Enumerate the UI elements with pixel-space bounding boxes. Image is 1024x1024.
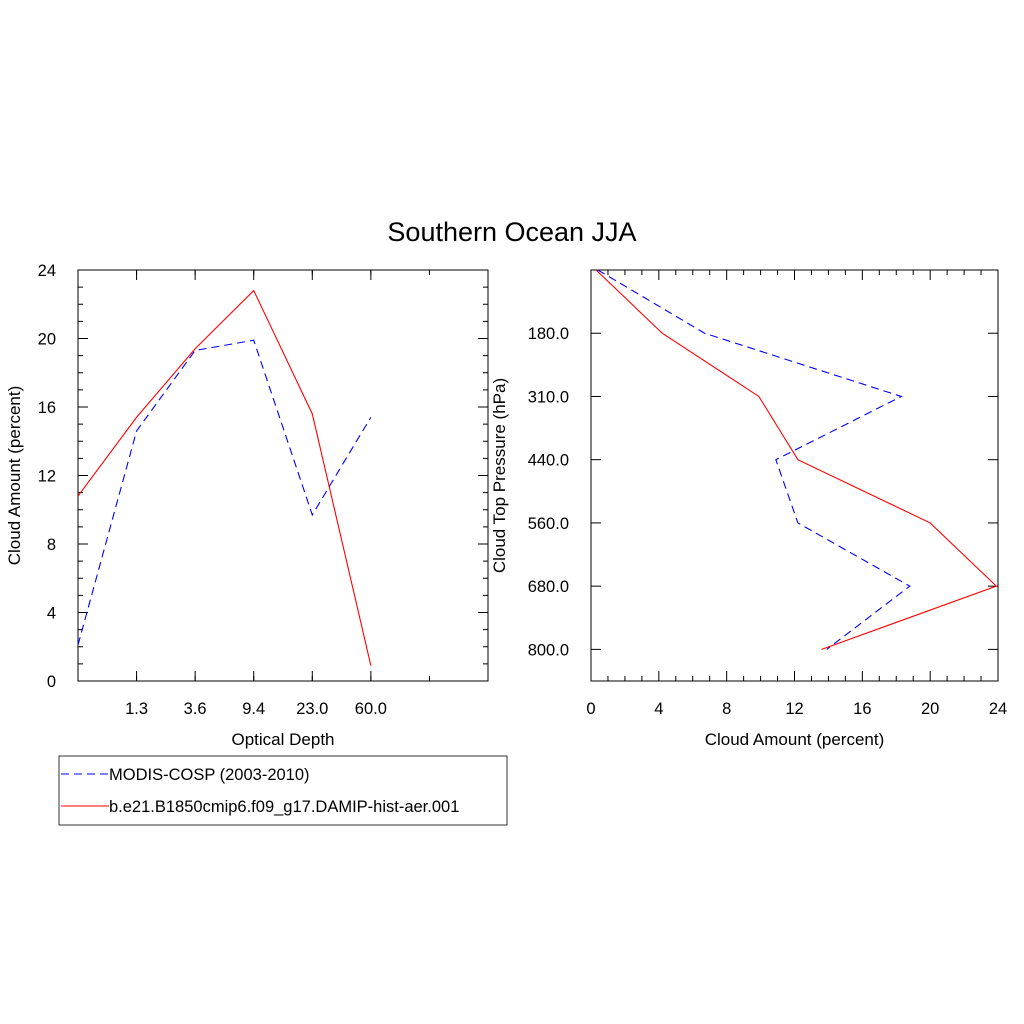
left-x-tick-label: 1.3 xyxy=(125,700,148,718)
left-y-tick-label: 16 xyxy=(38,399,56,417)
right-x-tick-label: 8 xyxy=(722,700,731,718)
left-x-tick-label: 60.0 xyxy=(355,700,387,718)
right-x-tick-label: 4 xyxy=(654,700,663,718)
right-y-tick-label: 310.0 xyxy=(528,388,569,406)
right-x-tick-label: 12 xyxy=(785,700,803,718)
left-y-tick-label: 4 xyxy=(47,605,56,623)
left-panel: 1.3 3.6 9.4 23.0 60.0 0 4 8 12 16 20 24 Optical Dept… xyxy=(5,262,489,749)
right-y-tick-label: 440.0 xyxy=(528,452,569,470)
right-x-tick-label: 24 xyxy=(989,700,1007,718)
right-x-tick-label: 20 xyxy=(921,700,939,718)
left-y-tick-label: 12 xyxy=(38,468,56,486)
legend-box xyxy=(58,755,508,826)
right-x-tick-label: 16 xyxy=(853,700,871,718)
left-x-tick-label: 3.6 xyxy=(184,700,207,718)
legend-label-modis: MODIS-COSP (2003-2010) xyxy=(109,766,310,784)
left-x-tick-label: 9.4 xyxy=(242,700,265,718)
right-y-tick-label: 800.0 xyxy=(528,641,569,659)
left-x-tick-label: 23.0 xyxy=(296,700,328,718)
right-y-axis-label: Cloud Top Pressure (hPa) xyxy=(490,378,509,573)
right-y-tick-label: 180.0 xyxy=(528,325,569,343)
right-x-axis-label: Cloud Amount (percent) xyxy=(705,730,885,749)
left-series-line-model xyxy=(77,289,372,666)
legend: MODIS-COSP (2003-2010) b.e21.B1850cmip6.f… xyxy=(58,755,508,826)
left-y-axis-label: Cloud Amount (percent) xyxy=(5,386,24,566)
left-y-tick-label: 8 xyxy=(47,536,56,554)
legend-label-model: b.e21.B1850cmip6.f09_g17.DAMIP-hist-aer.… xyxy=(109,798,459,816)
chart-title: Southern Ocean JJA xyxy=(387,217,636,247)
right-plot-frame xyxy=(590,269,999,682)
right-y-tick-label: 680.0 xyxy=(528,578,569,596)
right-panel: 0 4 8 12 16 20 24 180.0 310.0 440.0 560.0 680.0 800.… xyxy=(490,269,1007,749)
left-plot-frame xyxy=(77,269,489,682)
left-series-line-modis xyxy=(77,339,372,646)
right-series-line-modis xyxy=(597,269,911,650)
left-y-tick-label: 0 xyxy=(47,673,56,691)
left-y-tick-label: 20 xyxy=(38,331,56,349)
left-x-axis-label: Optical Depth xyxy=(232,730,335,749)
left-y-tick-label: 24 xyxy=(38,262,56,280)
right-y-tick-label: 560.0 xyxy=(528,515,569,533)
right-series-line-model xyxy=(595,269,998,650)
right-x-tick-label: 0 xyxy=(586,700,595,718)
